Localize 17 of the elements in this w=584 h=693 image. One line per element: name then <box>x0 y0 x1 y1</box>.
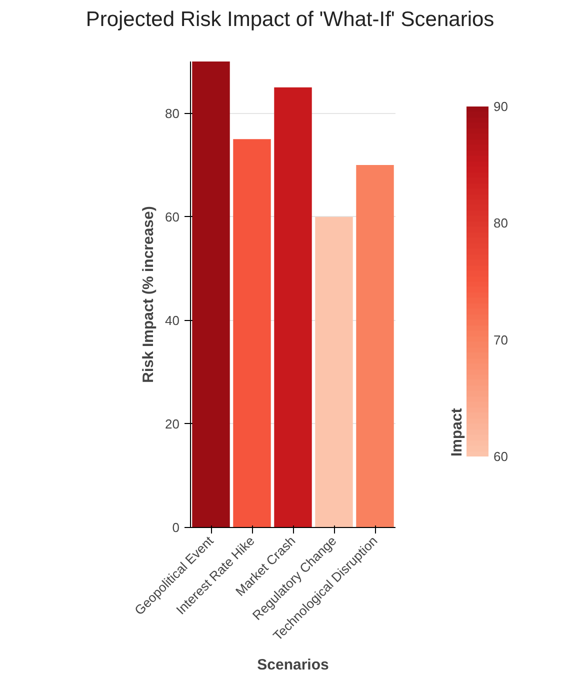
bar <box>233 139 271 528</box>
color-bar-title: Impact <box>448 408 466 456</box>
y-axis-title: Risk Impact (% increase) <box>140 206 158 383</box>
color-bar-label: 70 <box>494 332 508 348</box>
chart-title: Projected Risk Impact of 'What-If' Scenarios <box>86 7 494 33</box>
color-bar-label: 90 <box>494 99 508 114</box>
color-bar-label: 80 <box>494 216 508 231</box>
bar <box>274 87 312 528</box>
bar <box>315 216 353 528</box>
y-tick-label: 20 <box>165 416 180 432</box>
y-tick-label: 60 <box>165 209 180 224</box>
x-axis-title: Scenarios <box>257 656 329 674</box>
bar <box>356 165 394 528</box>
y-tick-label: 40 <box>165 312 180 328</box>
y-tick-label: 0 <box>172 520 180 535</box>
y-tick-label: 80 <box>165 106 180 121</box>
color-bar-label: 60 <box>494 449 508 464</box>
